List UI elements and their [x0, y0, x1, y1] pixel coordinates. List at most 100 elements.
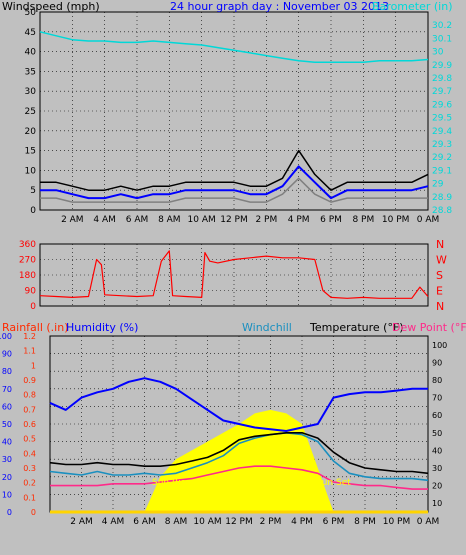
barometer-tick-label: 29.8: [432, 74, 452, 84]
barometer-tick-label: 29.7: [432, 87, 452, 97]
temp-tick-label: 20: [432, 482, 442, 491]
temp-tick-label: 60: [432, 411, 442, 420]
x-tick-label: 10 PM: [383, 517, 411, 527]
humidity-line: [49, 377, 428, 432]
x-tick-label: 4 AM: [102, 517, 125, 527]
wind-y-tick-label: 10: [25, 166, 37, 176]
direction-y-ticks: 0 90 180 270 360: [19, 240, 36, 312]
wind-y-tick-label: 40: [25, 48, 37, 58]
wind_gust-line: [40, 177, 428, 203]
barometer-tick-label: 29.5: [432, 114, 452, 124]
rain-y-ticks: 0 0.1 0.2 0.3 0.4 0.5 0.6 0.7 0.8 0.9 1 1.1 1.2: [23, 332, 36, 517]
barometer-tick-label: 28.8: [432, 206, 452, 216]
barometer-y-ticks: 28.8 28.9 29 29.1 29.2 29.3 29.4 29.5 29.6 29.7 29…: [432, 21, 452, 216]
direction-series: [39, 250, 429, 299]
x-tick-label: 10 AM: [193, 517, 221, 527]
barometer-tick-label: 29.6: [432, 100, 452, 110]
wind-y-ticks-left: 0 5 10 15 20 25 30 35 40 45 50: [25, 8, 37, 216]
rain-tick-label: 0.6: [23, 420, 36, 429]
x-tick-label: 12 PM: [220, 215, 248, 225]
humidity-tick-label: 50: [2, 420, 12, 429]
wind-y-tick-label: 35: [25, 67, 36, 77]
humidity-label: Humidity (%): [66, 321, 138, 334]
x-tick-label: 2 AM: [61, 215, 84, 225]
x-tick-label: 0 AM: [417, 215, 440, 225]
temp-x-ticks: 2 AM 4 AM 6 AM 8 AM 10 AM 12 PM 2 PM 4 PM 6 PM 8 …: [70, 517, 439, 527]
rain-tick-label: 0.8: [23, 391, 36, 400]
humidity-tick-label: 0: [7, 508, 12, 517]
temperature-line: [49, 431, 429, 475]
x-tick-label: 10 PM: [382, 215, 410, 225]
temp-tick-label: 10: [432, 499, 442, 508]
wind-x-ticks: 2 AM 4 AM 6 AM 8 AM 10 AM 12 PM 2 PM 4 PM 6 PM 8 …: [61, 215, 439, 225]
barometer-tick-label: 29.1: [432, 166, 452, 176]
humidity-tick-label: 70: [2, 385, 12, 394]
barometer-tick-label: 29.4: [432, 127, 452, 137]
humidity-y-ticks: 0 10 20 30 40 50 60 70 80 90 100: [0, 332, 12, 517]
wind-y-tick-label: 50: [25, 8, 37, 18]
barometer-tick-label: 29.9: [432, 61, 452, 71]
sunrise-label: Sun Rise: [152, 478, 191, 488]
humidity-tick-label: 90: [2, 350, 12, 359]
rain-tick-label: 0.5: [23, 435, 36, 444]
temp-tick-label: 100: [432, 341, 447, 350]
temp-tick-label: 70: [432, 394, 442, 403]
x-tick-label: 10 AM: [188, 215, 216, 225]
wind-y-tick-label: 45: [25, 28, 36, 38]
x-tick-label: 4 AM: [93, 215, 116, 225]
temp-tick-label: 40: [432, 446, 442, 455]
wind-y-tick-label: 5: [30, 186, 36, 196]
x-tick-label: 2 PM: [255, 215, 277, 225]
x-tick-label: 8 PM: [352, 215, 374, 225]
wind-y-tick-label: 25: [25, 107, 36, 117]
dew_point-line: [50, 465, 428, 490]
rain-tick-label: 0.2: [23, 479, 36, 488]
humidity-tick-label: 10: [2, 490, 12, 499]
barometer-tick-label: 29.3: [432, 140, 452, 150]
x-tick-label: 6 AM: [126, 215, 149, 225]
direction-line: [39, 250, 429, 299]
humidity-tick-label: 100: [0, 332, 12, 341]
humidity-tick-label: 60: [2, 402, 12, 411]
sunset-label: Sun Set: [316, 478, 351, 488]
wind-y-tick-label: 20: [25, 127, 37, 137]
wind-series: [39, 31, 429, 203]
x-tick-label: 6 PM: [323, 517, 345, 527]
x-tick-label: 2 PM: [260, 517, 282, 527]
temperature-label: Temperature (°F): [309, 321, 404, 334]
x-tick-label: 8 AM: [165, 517, 188, 527]
barometer-tick-label: 30.2: [432, 21, 452, 31]
x-tick-label: 6 AM: [133, 517, 156, 527]
temp-tick-label: 90: [432, 358, 442, 367]
wind-y-tick-label: 15: [25, 147, 36, 157]
temp-tick-label: 30: [432, 464, 442, 473]
compass-label: N: [436, 238, 444, 251]
rain-tick-label: 0: [31, 508, 36, 517]
x-tick-label: 0 AM: [417, 517, 440, 527]
dewpoint-label: Dew Point (°F): [392, 321, 466, 334]
barometer-label: Barometer (in): [372, 0, 453, 13]
humidity-tick-label: 80: [2, 367, 12, 376]
rain-tick-label: 1.1: [23, 347, 36, 356]
compass-label: S: [436, 269, 443, 282]
direction-tick-label: 0: [30, 302, 36, 312]
humidity-tick-label: 40: [2, 438, 12, 447]
windspeed-label: Windspeed (mph): [2, 0, 100, 13]
direction-tick-label: 270: [19, 256, 36, 266]
x-tick-label: 8 AM: [158, 215, 181, 225]
x-tick-label: 12 PM: [225, 517, 253, 527]
rain-tick-label: 0.3: [23, 464, 36, 473]
direction-tick-label: 90: [25, 287, 37, 297]
wind_speed-line: [40, 149, 429, 191]
wind-grid: [40, 12, 428, 210]
x-tick-label: 6 PM: [320, 215, 342, 225]
compass-label: E: [436, 285, 443, 298]
temp-tick-label: 80: [432, 376, 442, 385]
barometer-line: [39, 31, 429, 63]
rain-tick-label: 1: [31, 361, 36, 370]
wind-y-tick-label: 30: [25, 87, 37, 97]
direction-tick-label: 180: [19, 271, 36, 281]
wind_avg-line: [40, 165, 429, 200]
